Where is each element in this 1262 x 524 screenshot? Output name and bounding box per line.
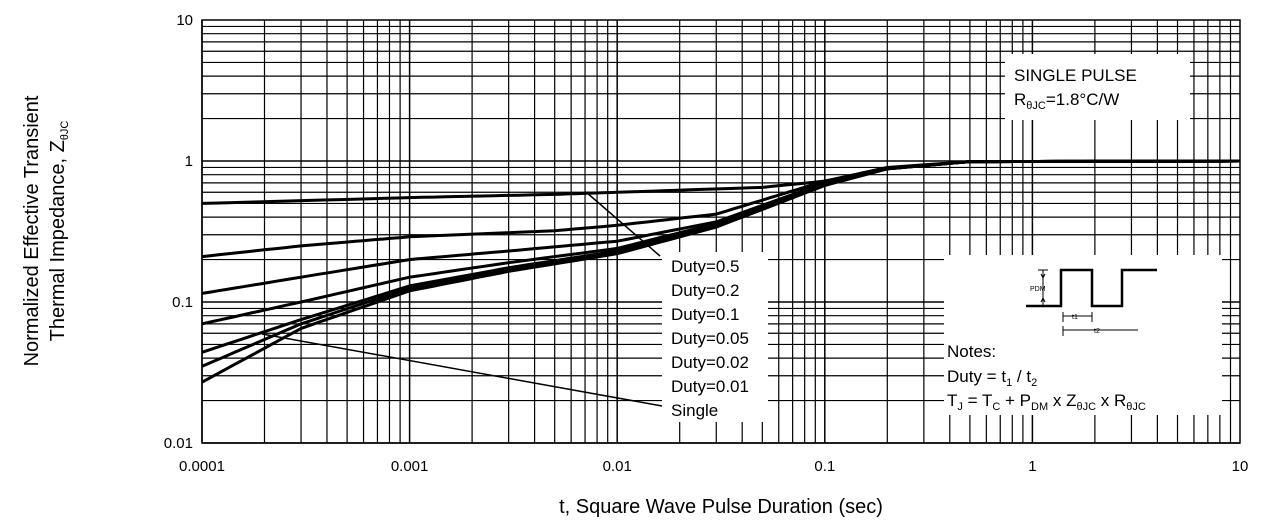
duty-formula: Duty = t1 / t2 xyxy=(947,367,1037,389)
duty-legend: Duty=0.5 Duty=0.2 Duty=0.1 Duty=0.05 Dut… xyxy=(662,252,768,422)
duty-label-0.02: Duty=0.02 xyxy=(671,353,749,372)
single-pulse-annotation: SINGLE PULSE RθJC=1.8°C/W xyxy=(1005,54,1190,120)
y-tick-label: 10 xyxy=(176,12,193,29)
pulse-waveform-icon xyxy=(1026,268,1157,336)
curves xyxy=(201,159,1241,384)
t1-label: t1 xyxy=(1072,314,1078,321)
x-tick-label: 0.1 xyxy=(814,458,835,475)
duty-leader-line xyxy=(585,191,661,257)
single-label: Single xyxy=(671,401,718,420)
rthjc-value: RθJC=1.8°C/W xyxy=(1014,90,1119,112)
duty-label-0.5: Duty=0.5 xyxy=(671,257,740,276)
y-tick-label: 0.01 xyxy=(164,435,193,452)
duty-label-0.2: Duty=0.2 xyxy=(671,281,740,300)
duty-label-0.1: Duty=0.1 xyxy=(671,305,740,324)
x-tick-label: 1 xyxy=(1028,458,1036,475)
duty-label-0.01: Duty=0.01 xyxy=(671,377,749,396)
pdm-label: PDM xyxy=(1030,286,1046,293)
notes-title: Notes: xyxy=(947,342,996,361)
x-axis-label: t, Square Wave Pulse Duration (sec) xyxy=(559,496,883,518)
tj-formula: TJ = TC + PDM x ZθJC x RθJC xyxy=(947,391,1146,413)
y-axis-label-line1: Normalized Effective Transient xyxy=(21,95,43,366)
series-line-Single xyxy=(201,159,1241,384)
plot-frame xyxy=(201,19,1241,444)
duty-label-0.05: Duty=0.05 xyxy=(671,329,749,348)
single-pulse-box xyxy=(1005,54,1190,120)
t2-label: t2 xyxy=(1094,328,1100,335)
single-pulse-title: SINGLE PULSE xyxy=(1014,66,1137,85)
notes-background xyxy=(944,255,1222,415)
leader-lines xyxy=(261,191,663,407)
x-tick-label: 0.0001 xyxy=(179,458,225,475)
x-tick-label: 10 xyxy=(1232,458,1249,475)
x-tick-label: 0.01 xyxy=(603,458,632,475)
single-leader-line xyxy=(261,333,663,407)
notes-box: PDM t1 t2 Notes: Duty = t1 / t2 TJ = TC … xyxy=(944,255,1222,415)
y-tick-label: 0.1 xyxy=(172,294,193,311)
duty-legend-box xyxy=(662,252,768,422)
x-tick-label: 0.001 xyxy=(391,458,429,475)
y-tick-label: 1 xyxy=(185,153,193,170)
tick-labels: 0.0001 0.001 0.01 0.1 1 10 0.01 0.1 1 10 xyxy=(164,12,1249,475)
y-axis-label-line2: Thermal Impedance, ZθJC xyxy=(47,121,71,342)
